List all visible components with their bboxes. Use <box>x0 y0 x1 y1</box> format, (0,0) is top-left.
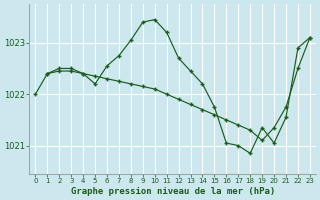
X-axis label: Graphe pression niveau de la mer (hPa): Graphe pression niveau de la mer (hPa) <box>70 187 275 196</box>
